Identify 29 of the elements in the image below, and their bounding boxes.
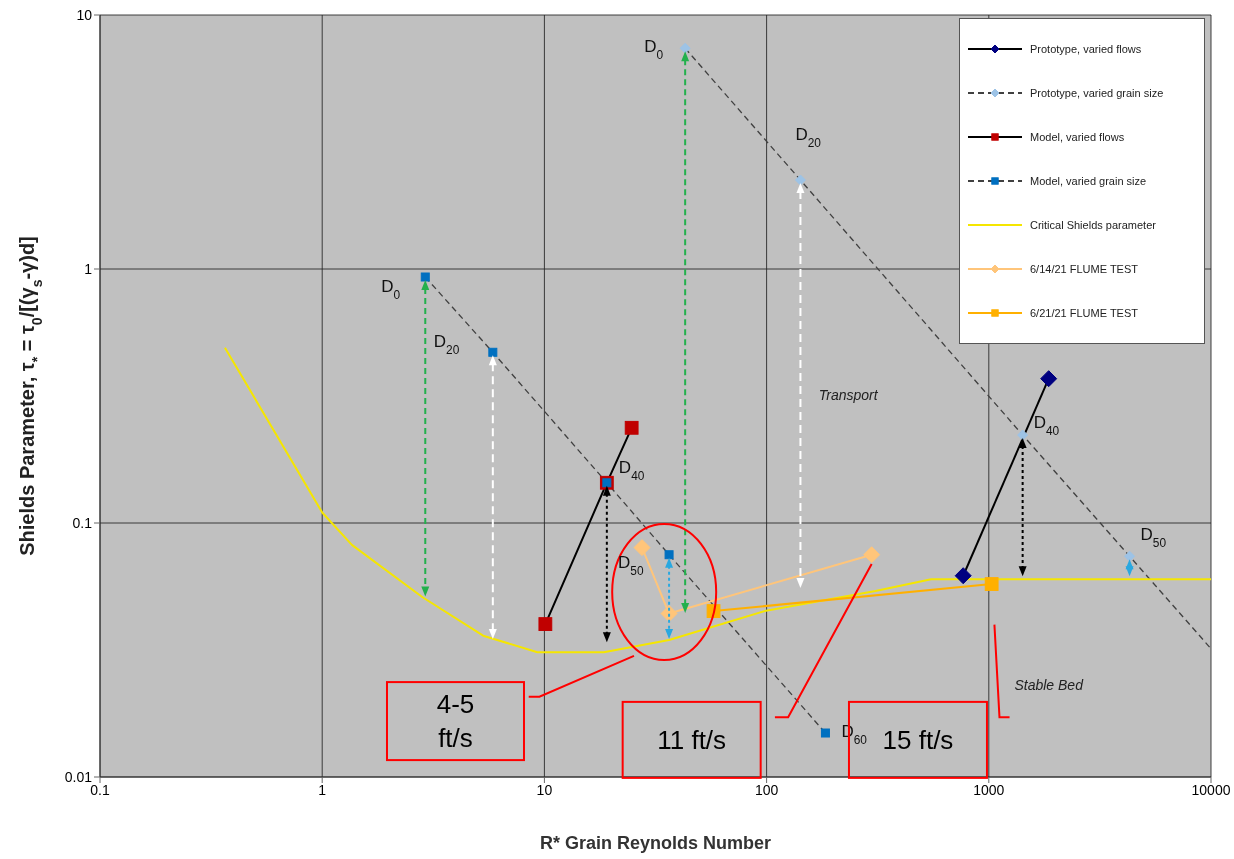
x-tick-label: 0.1	[90, 781, 110, 798]
y-tick-label: 1	[84, 260, 93, 277]
x-tick-label: 1000	[973, 781, 1005, 798]
annotation: D$_{40}$	[1033, 413, 1060, 439]
annotation: D$_{20}$	[433, 332, 460, 358]
annotation: D$_{50}$	[1140, 525, 1167, 551]
x-tick-label: 1	[318, 781, 327, 798]
annotation: 15 ft/s	[882, 724, 954, 755]
legend-label: 6/14/21 FLUME TEST	[1030, 263, 1139, 275]
legend-label: Prototype, varied grain size	[1030, 87, 1164, 99]
legend-label: Critical Shields parameter	[1030, 219, 1156, 231]
annotation: D$_{50}$	[618, 552, 644, 578]
legend-label: Prototype, varied flows	[1030, 43, 1142, 55]
x-tick-label: 10	[536, 781, 553, 798]
x-tick-label: 10000	[1191, 781, 1231, 798]
annotation: Stable Bed	[1014, 677, 1085, 694]
y-tick-label: 0.1	[72, 514, 93, 531]
y-tick-label: 0.01	[64, 768, 93, 785]
annotation: D$_{20}$	[795, 125, 822, 151]
y-tick-label: 10	[76, 6, 93, 23]
annotation: D$_{0}$	[381, 277, 401, 303]
x-tick-label: 100	[754, 781, 779, 798]
annotation: Transport	[818, 386, 879, 403]
legend-label: Model, varied flows	[1030, 131, 1125, 143]
x-axis-title: R* Grain Reynolds Number	[539, 833, 772, 853]
annotation: D$_{40}$	[618, 457, 645, 483]
legend-label: 6/21/21 FLUME TEST	[1030, 307, 1139, 319]
legend-label: Model, varied grain size	[1030, 175, 1147, 187]
annotation: D$_{0}$	[644, 37, 664, 63]
